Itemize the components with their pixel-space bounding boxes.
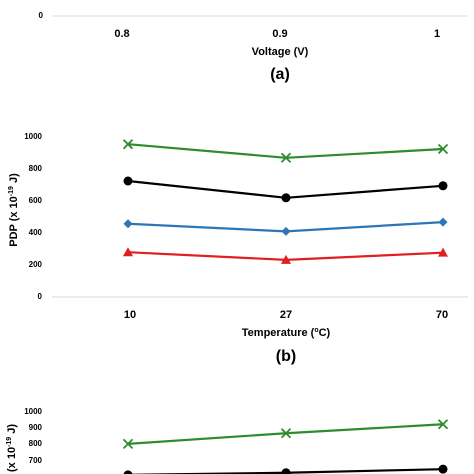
panel-b-series-0-line: [127, 143, 444, 159]
panel-c-ytick-0: 700: [29, 456, 43, 465]
panel-a-x-axis-title: Voltage (V): [252, 46, 309, 58]
panel-b-series-0-point-2-stroke-2: [437, 143, 449, 155]
panel-c-series-1-point-1: [281, 468, 291, 474]
panel-a-xtick-0: 0.8: [114, 28, 129, 40]
panel-c-series-1-point-2: [438, 464, 448, 474]
panel-b-series-1-point-0: [123, 176, 133, 186]
panel-b-series-3-point-1: [281, 254, 291, 264]
panel-c-series-0-point-1: [280, 428, 292, 439]
panel-b-series-2-point-1: [281, 226, 291, 236]
panel-b-series-2-point-2: [438, 217, 448, 227]
panel-c-ytick-2: 900: [29, 423, 43, 432]
panel-c-plot-area: [122, 419, 449, 474]
panel-b-plot-area: [122, 139, 449, 264]
panel-a-label: (a): [270, 66, 290, 83]
panel-a-xtick-1: 0.9: [272, 28, 287, 40]
panel-a-ytick-0: 0: [39, 11, 44, 20]
panel-b-x-axis-title: Temperature (oC): [242, 327, 331, 339]
panel-b-series-0-point-2: [437, 143, 449, 155]
panel-b-series-0-point-1-stroke-2: [280, 152, 292, 163]
panel-c-series-0-point-0-stroke-2: [122, 438, 134, 449]
panel-b-series-3-point-0: [123, 247, 133, 257]
panel-b-ytick-5: 1000: [24, 132, 42, 141]
panel-b-series-0-point-0-stroke-2: [122, 139, 134, 150]
panel-c-ytick-3: 1000: [24, 407, 42, 416]
panel-a: 0 0.8 0.9 1 Voltage (V) (a): [39, 11, 468, 83]
panel-b-series-0-point-1: [280, 152, 292, 163]
panel-b-xtick-0: 10: [124, 309, 136, 321]
panel-c-series-0-point-2: [437, 419, 449, 430]
panel-b-y-axis-title: PDP (x 10-19 J): [8, 173, 20, 247]
panel-c-ytick-1: 800: [29, 439, 43, 448]
panel-b-ytick-3: 600: [29, 196, 43, 205]
panel-b-ytick-0: 0: [38, 292, 43, 301]
panel-b: 0 200 400 600 800 1000 PDP (x 10-19 J) 1…: [8, 132, 468, 365]
panel-c-series-1-point-0: [123, 470, 133, 474]
panel-c-series-0-point-1-stroke-2: [280, 428, 292, 439]
panel-b-ytick-2: 400: [29, 228, 43, 237]
panel-c-series-0-point-0: [122, 438, 134, 449]
panel-b-series-1-point-2: [438, 181, 448, 191]
panel-b-xtick-2: 70: [436, 309, 448, 321]
panel-a-xtick-2: 1: [434, 28, 440, 40]
panel-b-series-0-point-0: [122, 139, 134, 150]
panel-b-series-3-point-2: [438, 247, 448, 257]
panel-b-series-1-point-1: [281, 193, 291, 203]
panel-b-ytick-4: 800: [29, 164, 43, 173]
panel-b-label: (b): [276, 348, 296, 365]
panel-c-series-0-point-2-stroke-2: [437, 419, 449, 430]
panel-b-ytick-1: 200: [29, 260, 43, 269]
panel-c-y-axis-title: (x 10-19 J): [6, 424, 18, 472]
panel-b-xtick-1: 27: [280, 309, 292, 321]
panel-b-series-2-point-0: [123, 219, 133, 229]
panel-c: 700 800 900 1000 (x 10-19 J): [6, 407, 449, 474]
